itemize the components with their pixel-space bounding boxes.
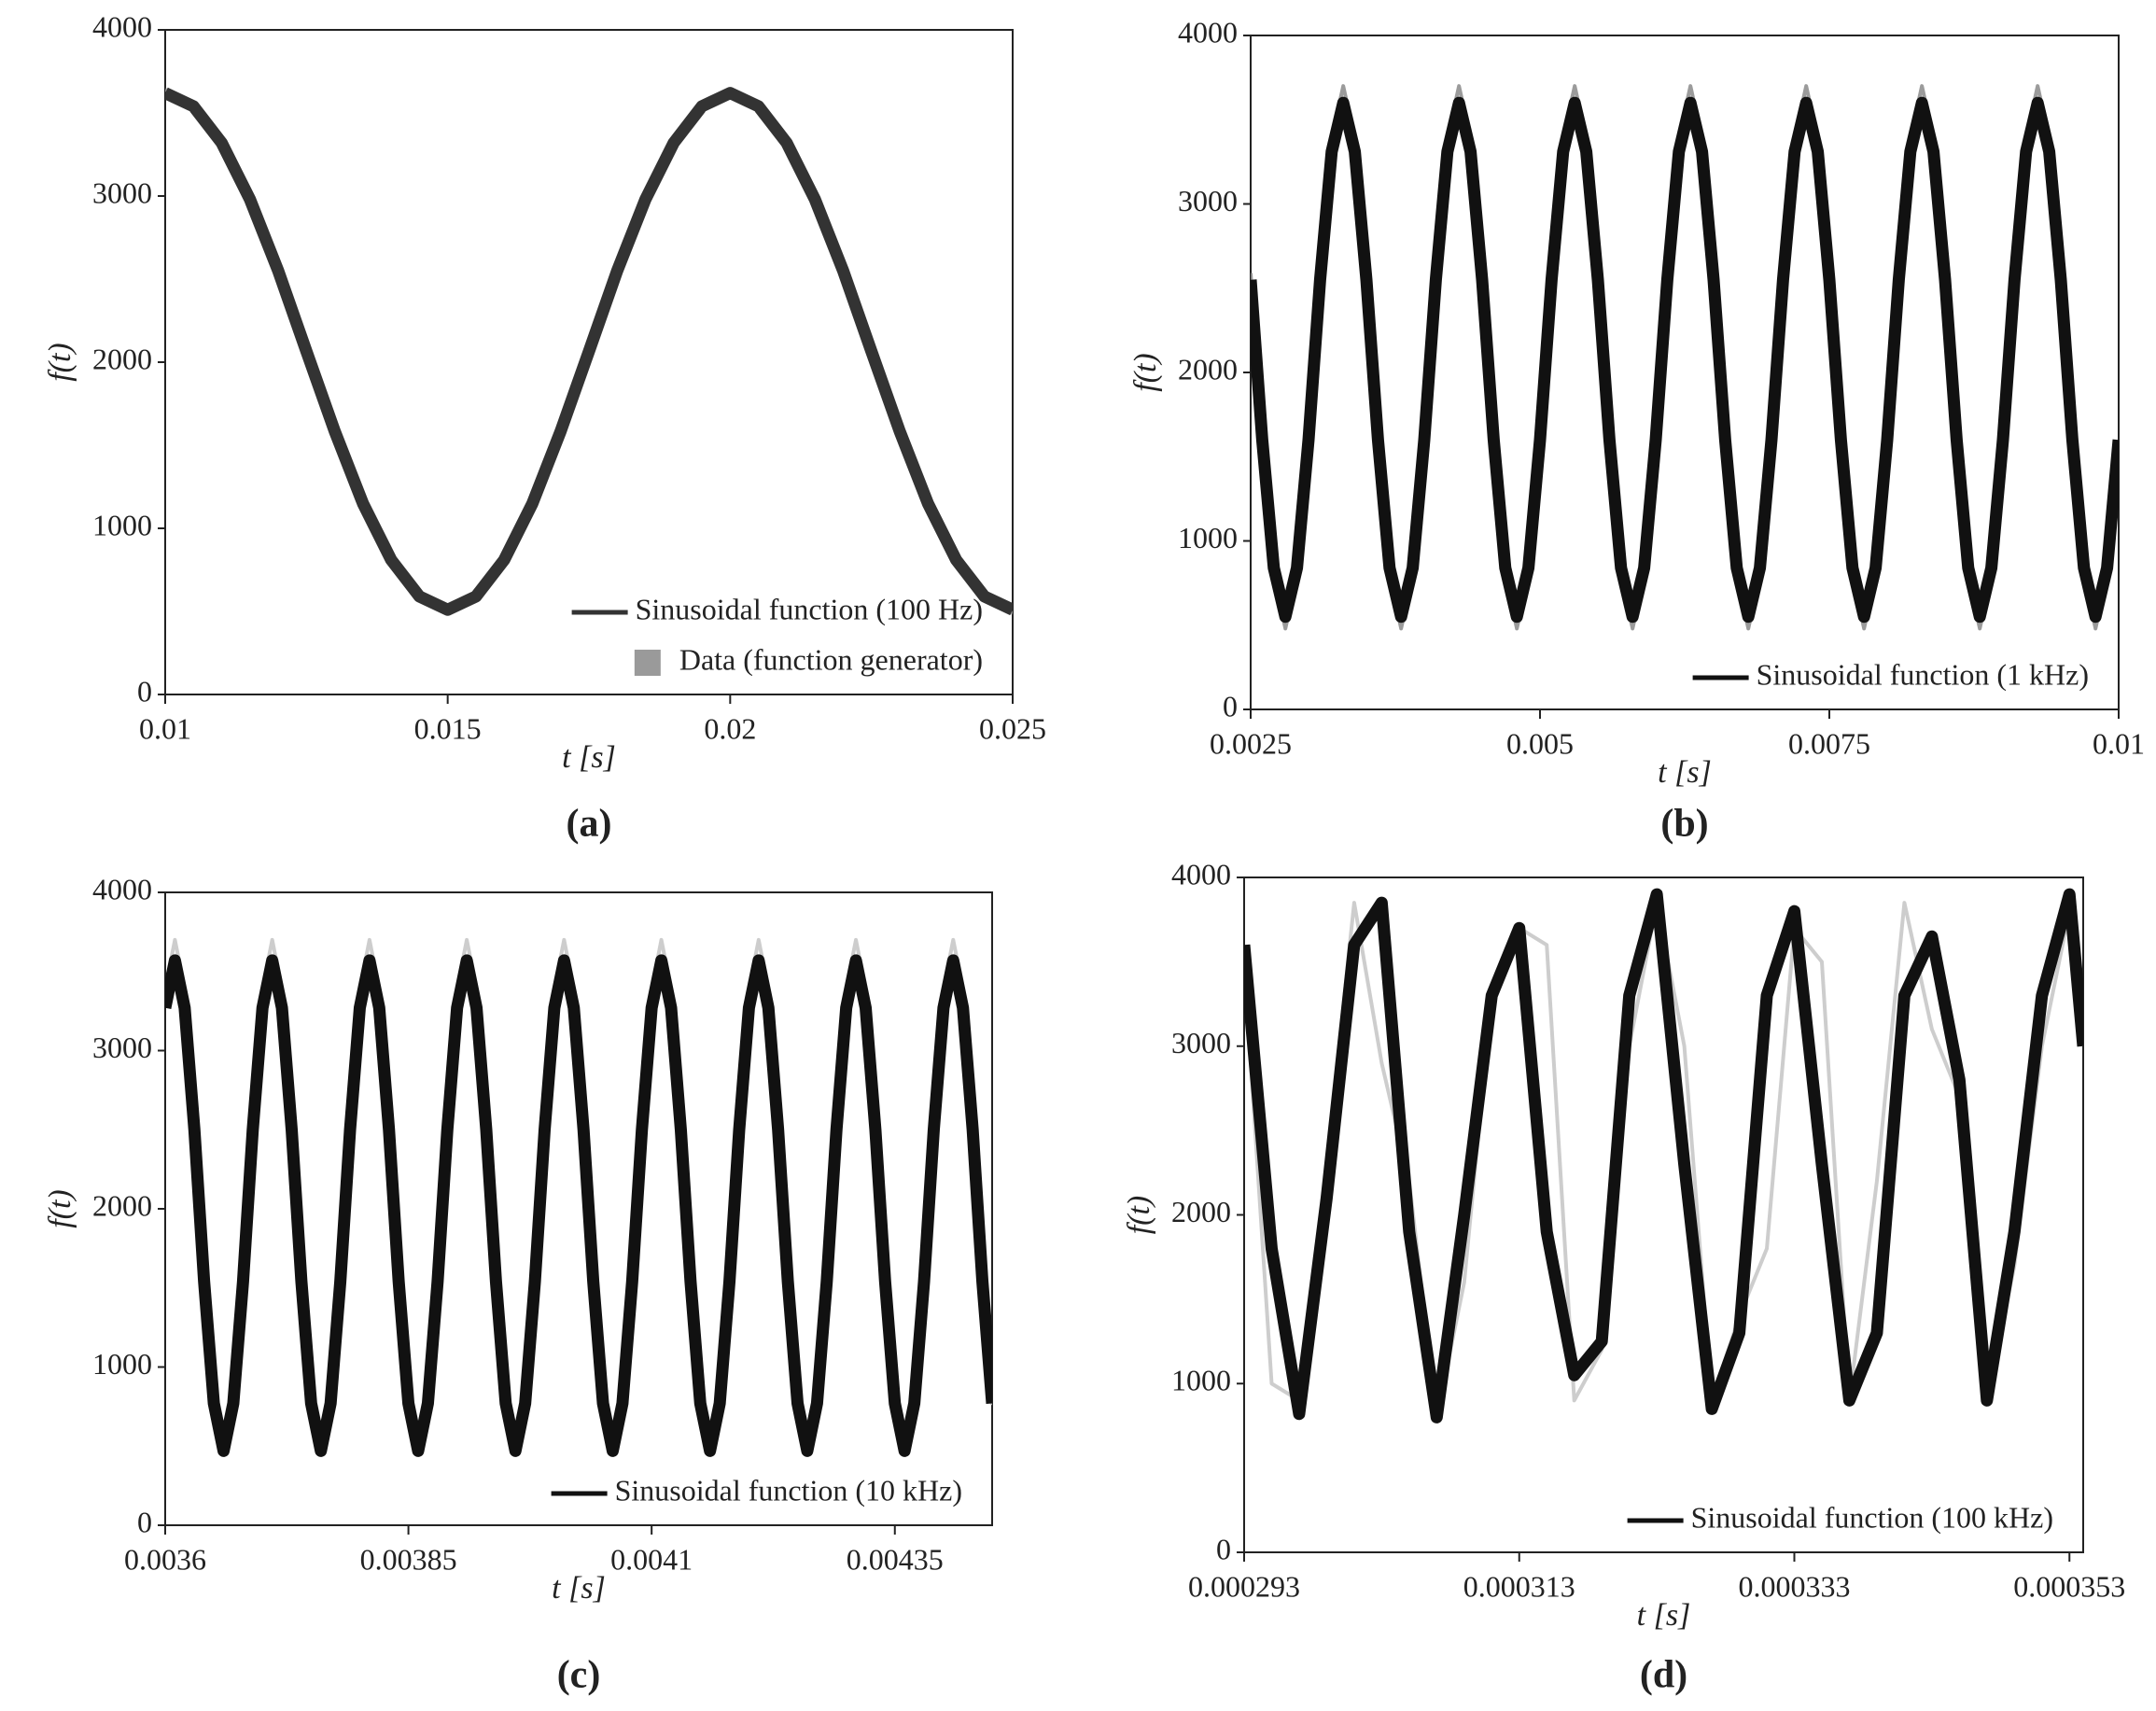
y-tick-label: 0 <box>137 1505 152 1538</box>
legend-label: Data (function generator) <box>679 642 983 676</box>
y-tick-label: 0 <box>137 674 152 708</box>
x-tick-label: 0.000313 <box>1463 1569 1575 1603</box>
x-axis-title: t [s] <box>1637 1598 1691 1633</box>
y-tick-label: 0 <box>1216 1532 1231 1565</box>
legend-swatch <box>634 650 661 676</box>
x-tick-label: 0.0025 <box>1210 726 1292 760</box>
y-tick-label: 3000 <box>1171 1026 1231 1059</box>
x-tick-label: 0.015 <box>414 711 482 745</box>
y-tick-label: 1000 <box>1171 1364 1231 1397</box>
y-tick-label: 2000 <box>92 342 152 375</box>
x-axis-title: t [s] <box>562 740 616 775</box>
y-axis-title: f(t) <box>1128 353 1163 392</box>
y-axis-title: f(t) <box>1122 1196 1156 1235</box>
legend-label: Sinusoidal function (1 kHz) <box>1757 657 2089 691</box>
y-tick-label: 2000 <box>1178 352 1238 386</box>
y-tick-label: 2000 <box>1171 1195 1231 1228</box>
x-tick-label: 0.005 <box>1506 726 1574 760</box>
x-tick-label: 0.01 <box>2093 726 2145 760</box>
y-tick-label: 3000 <box>92 1031 152 1064</box>
legend-label: Sinusoidal function (100 kHz) <box>1691 1500 2053 1534</box>
y-tick-label: 4000 <box>1178 15 1238 49</box>
x-axis-title: t [s] <box>552 1571 606 1606</box>
function-line <box>165 954 992 1457</box>
x-tick-label: 0.00385 <box>360 1542 457 1576</box>
y-tick-label: 1000 <box>92 508 152 541</box>
y-tick-label: 0 <box>1223 689 1238 722</box>
x-tick-label: 0.01 <box>139 711 191 745</box>
y-tick-label: 4000 <box>92 872 152 905</box>
y-tick-label: 1000 <box>1178 521 1238 554</box>
y-tick-label: 4000 <box>92 9 152 43</box>
x-tick-label: 0.025 <box>979 711 1046 745</box>
x-tick-label: 0.0036 <box>124 1542 206 1576</box>
panel-label: (c) <box>557 1654 601 1697</box>
x-tick-label: 0.000333 <box>1739 1569 1851 1603</box>
x-axis-title: t [s] <box>1658 755 1712 790</box>
y-tick-label: 1000 <box>92 1347 152 1381</box>
panel-label: (d) <box>1640 1654 1687 1697</box>
x-tick-label: 0.000353 <box>2013 1569 2125 1603</box>
legend-label: Sinusoidal function (10 kHz) <box>615 1473 962 1507</box>
panel-label: (b) <box>1660 803 1708 846</box>
x-tick-label: 0.00435 <box>847 1542 944 1576</box>
plot-frame <box>164 891 993 1526</box>
x-tick-label: 0.0075 <box>1788 726 1870 760</box>
x-tick-label: 0.02 <box>704 711 756 745</box>
function-line <box>1244 888 2083 1423</box>
x-tick-label: 0.000293 <box>1188 1569 1300 1603</box>
y-tick-label: 3000 <box>92 175 152 209</box>
y-tick-label: 4000 <box>1171 857 1231 891</box>
y-axis-title: f(t) <box>43 343 77 382</box>
y-axis-title: f(t) <box>43 1189 77 1228</box>
panel-label: (a) <box>567 803 612 846</box>
y-tick-label: 3000 <box>1178 184 1238 217</box>
function-line <box>165 87 1013 616</box>
function-line <box>1251 96 2119 624</box>
legend-label: Sinusoidal function (100 Hz) <box>636 592 983 625</box>
x-tick-label: 0.0041 <box>610 1542 693 1576</box>
y-tick-label: 2000 <box>92 1188 152 1222</box>
